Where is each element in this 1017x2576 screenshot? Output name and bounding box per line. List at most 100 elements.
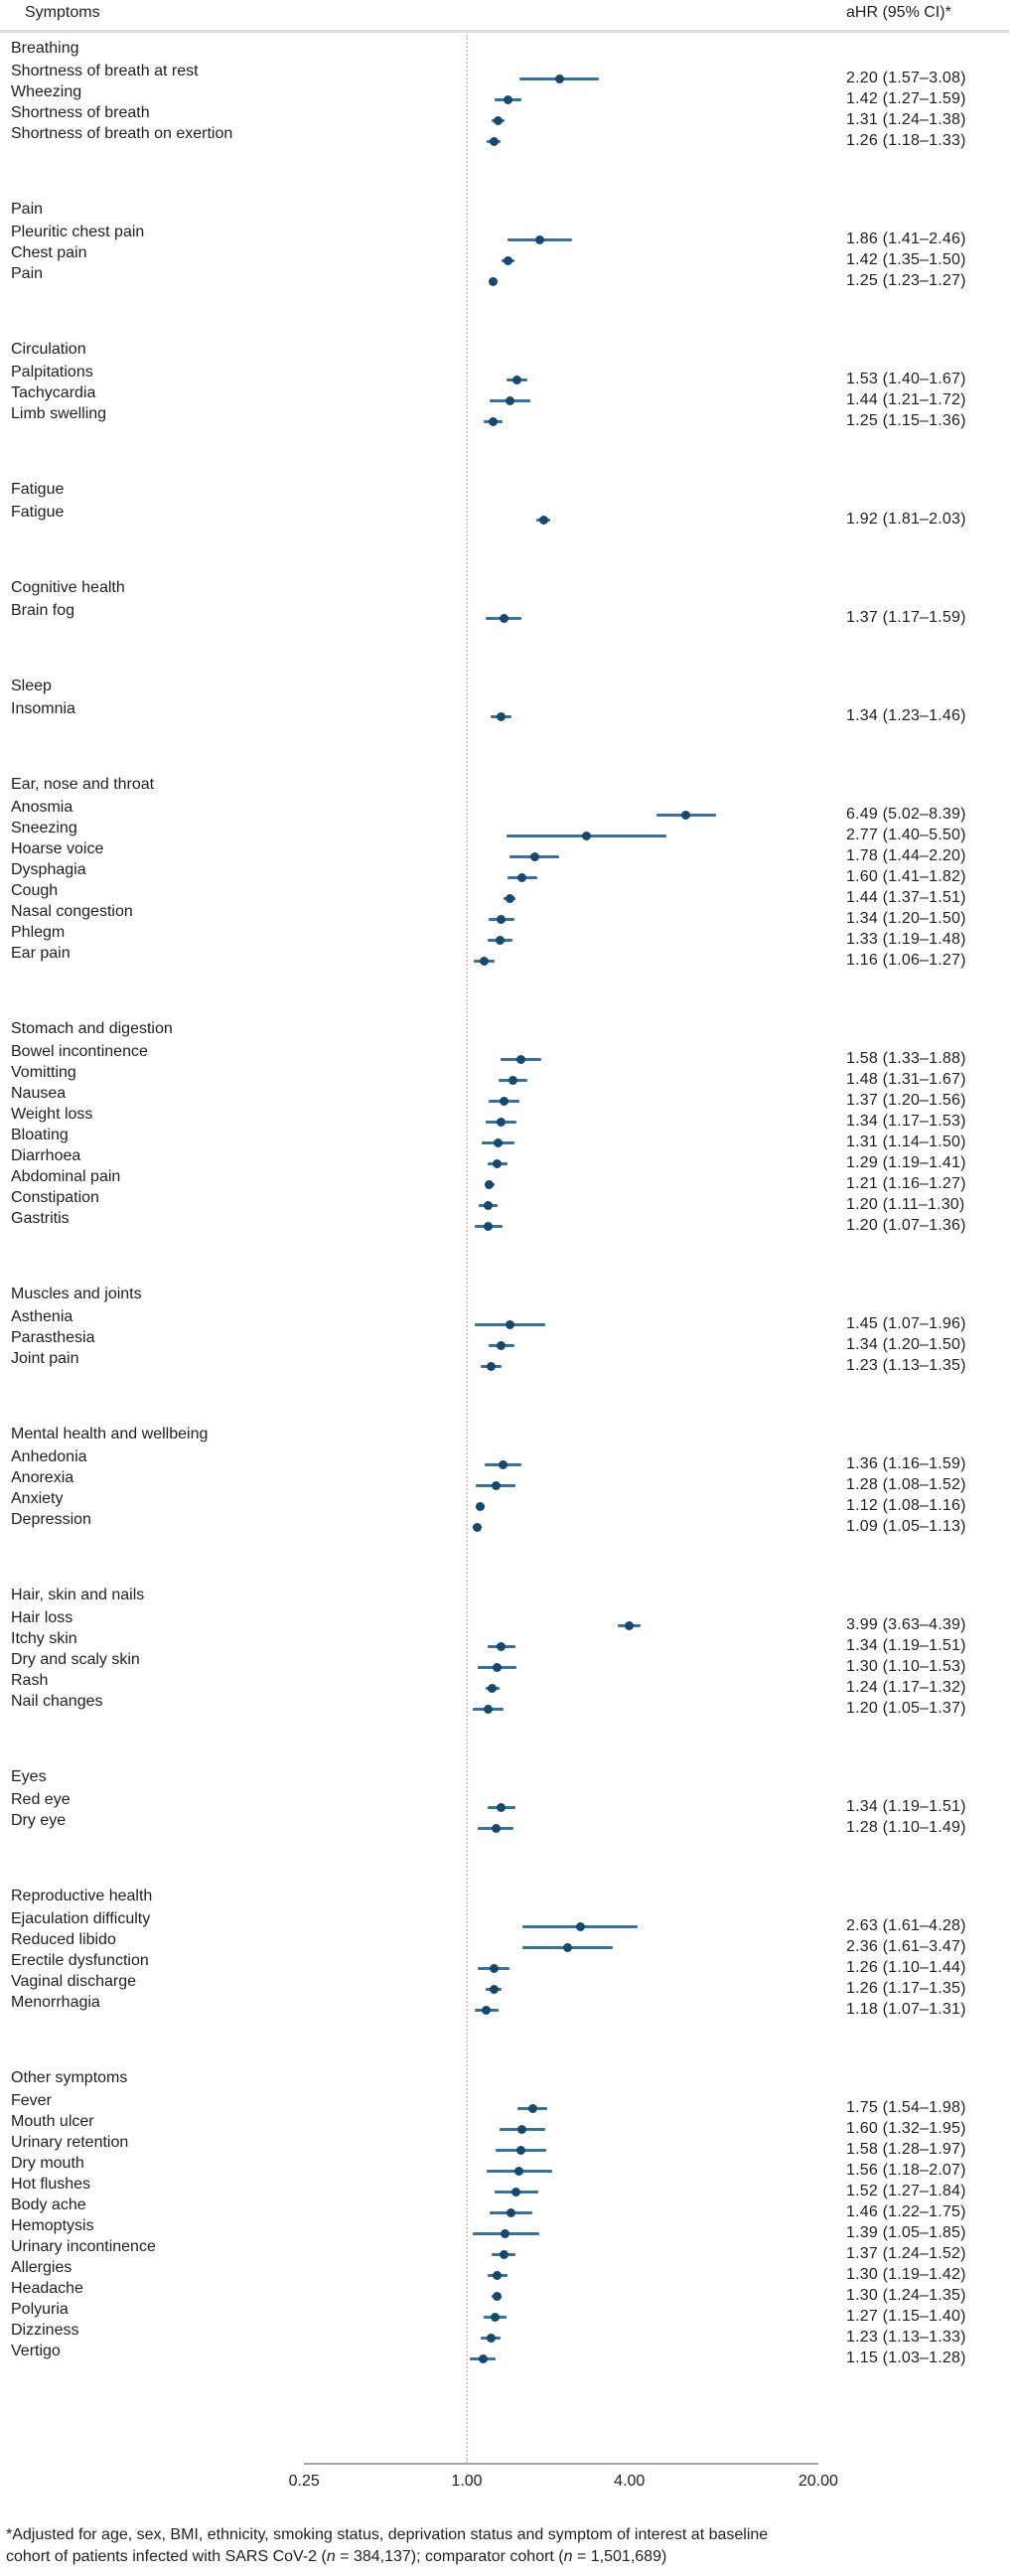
symptom-label: Nasal congestion <box>11 903 133 920</box>
hr-ci-value: 1.26 (1.18–1.33) <box>846 132 966 149</box>
hazard-ratio-point <box>486 1361 496 1371</box>
symptom-label: Cough <box>11 882 59 899</box>
hazard-ratio-point <box>487 1683 497 1693</box>
hr-ci-value: 1.78 (1.44–2.20) <box>846 847 966 864</box>
hazard-ratio-point <box>472 1522 482 1532</box>
hr-ci-value: 1.75 (1.54–1.98) <box>846 2099 966 2116</box>
hazard-ratio-point <box>529 851 539 861</box>
hazard-ratio-point <box>493 1662 503 1672</box>
symptom-label: Sneezing <box>11 820 77 836</box>
symptom-label: Bowel incontinence <box>11 1043 148 1060</box>
symptom-label: Polyuria <box>11 2301 69 2318</box>
hr-ci-value: 1.26 (1.10–1.44) <box>846 1959 966 1976</box>
hr-ci-value: 1.44 (1.21–1.72) <box>846 391 966 408</box>
hr-ci-value: 1.18 (1.07–1.31) <box>846 2001 966 2018</box>
hazard-ratio-point <box>497 1802 507 1812</box>
group-title: Circulation <box>11 341 86 358</box>
hr-ci-value: 1.20 (1.11–1.30) <box>846 1196 965 1213</box>
x-axis-tick-label: 20.00 <box>798 2473 838 2490</box>
hazard-ratio-point <box>517 872 527 882</box>
group-title: Sleep <box>11 678 52 694</box>
group-title: Fatigue <box>11 481 65 498</box>
group-title: Breathing <box>11 40 79 57</box>
hazard-ratio-point <box>488 276 498 286</box>
hazard-ratio-point <box>493 2270 503 2280</box>
hr-ci-value: 1.29 (1.19–1.41) <box>846 1154 966 1171</box>
hazard-ratio-point <box>511 375 521 384</box>
symptom-label: Anorexia <box>11 1469 74 1486</box>
hr-ci-value: 1.20 (1.07–1.36) <box>846 1217 966 1234</box>
hr-ci-value: 1.31 (1.14–1.50) <box>846 1134 966 1150</box>
symptom-label: Anosmia <box>11 799 73 816</box>
hr-ci-value: 1.92 (1.81–2.03) <box>846 511 966 528</box>
symptom-label: Nail changes <box>11 1693 103 1710</box>
hazard-ratio-point <box>485 1179 495 1189</box>
hr-ci-value: 1.37 (1.24–1.52) <box>846 2245 966 2262</box>
symptom-label: Diarrhoea <box>11 1147 81 1164</box>
symptom-label: Joint pain <box>11 1350 79 1367</box>
symptom-label: Fever <box>11 2092 52 2109</box>
symptom-label: Body ache <box>11 2197 86 2213</box>
hazard-ratio-point <box>517 2124 527 2134</box>
hazard-ratio-point <box>581 831 591 840</box>
hazard-ratio-point <box>514 2166 524 2176</box>
hr-ci-value: 1.53 (1.40–1.67) <box>846 371 966 387</box>
symptom-label: Fatigue <box>11 504 65 521</box>
hazard-ratio-point <box>494 115 504 125</box>
hr-ci-value: 1.39 (1.05–1.85) <box>846 2224 966 2241</box>
symptom-label: Asthenia <box>11 1308 73 1325</box>
hr-ci-value: 1.45 (1.07–1.96) <box>846 1315 966 1332</box>
footnote-italic-n: n <box>563 2548 573 2565</box>
reference-line-hr1 <box>466 35 468 2463</box>
hr-ci-value: 2.36 (1.61–3.47) <box>846 1938 966 1955</box>
hazard-ratio-point <box>624 1620 634 1630</box>
x-axis-tick-label: 4.00 <box>614 2473 646 2490</box>
hazard-ratio-point <box>475 1501 485 1511</box>
symptom-label: Shortness of breath at rest <box>11 63 199 79</box>
group-title: Hair, skin and nails <box>11 1587 145 1603</box>
symptom-label: Constipation <box>11 1189 99 1206</box>
x-axis-tick-label: 0.25 <box>288 2473 320 2490</box>
hr-ci-value: 1.86 (1.41–2.46) <box>846 230 966 247</box>
hazard-ratio-point <box>497 1340 507 1350</box>
hazard-ratio-point <box>501 2228 510 2238</box>
hazard-ratio-point <box>508 1075 517 1085</box>
symptom-label: Shortness of breath <box>11 104 150 121</box>
hr-ci-value: 1.36 (1.16–1.59) <box>846 1455 966 1472</box>
hr-ci-value: 1.42 (1.35–1.50) <box>846 251 966 268</box>
hazard-ratio-point <box>479 2353 488 2363</box>
hazard-ratio-point <box>575 1921 585 1931</box>
footnote-line-1: *Adjusted for age, sex, BMI, ethnicity, … <box>6 2526 769 2543</box>
group-title: Cognitive health <box>11 579 125 596</box>
column-header-ahr: aHR (95% CI)* <box>846 4 951 21</box>
group-title: Reproductive health <box>11 1888 153 1904</box>
symptom-label: Hot flushes <box>11 2176 91 2193</box>
symptom-label: Vomitting <box>11 1064 76 1081</box>
group-title: Mental health and wellbeing <box>11 1426 209 1442</box>
symptom-label: Vertigo <box>11 2343 61 2359</box>
hazard-ratio-point <box>482 2005 492 2015</box>
symptom-label: Palpitations <box>11 364 93 380</box>
hr-ci-value: 1.58 (1.33–1.88) <box>846 1050 966 1067</box>
symptom-label: Hemoptysis <box>11 2217 94 2234</box>
symptom-label: Ear pain <box>11 945 71 962</box>
symptom-label: Nausea <box>11 1085 67 1102</box>
symptom-label: Red eye <box>11 1791 71 1808</box>
symptom-label: Urinary incontinence <box>11 2238 156 2255</box>
symptom-label: Dry mouth <box>11 2155 84 2172</box>
symptom-label: Tachycardia <box>11 384 96 401</box>
hr-ci-value: 1.34 (1.20–1.50) <box>846 1336 966 1353</box>
group-title: Other symptoms <box>11 2069 128 2086</box>
hazard-ratio-point <box>497 1641 507 1651</box>
symptom-label: Erectile dysfunction <box>11 1952 149 1969</box>
hr-ci-value: 2.77 (1.40–5.50) <box>846 827 966 843</box>
symptom-label: Anhedonia <box>11 1448 87 1465</box>
hr-ci-value: 1.52 (1.27–1.84) <box>846 2183 966 2199</box>
hazard-ratio-point <box>562 1942 572 1952</box>
hr-ci-value: 1.26 (1.17–1.35) <box>846 1980 966 1997</box>
hazard-ratio-point <box>515 2145 525 2155</box>
hazard-ratio-point <box>484 1200 494 1210</box>
group-title: Ear, nose and throat <box>11 776 155 793</box>
hazard-ratio-point <box>497 711 507 721</box>
symptom-label: Bloating <box>11 1127 69 1143</box>
